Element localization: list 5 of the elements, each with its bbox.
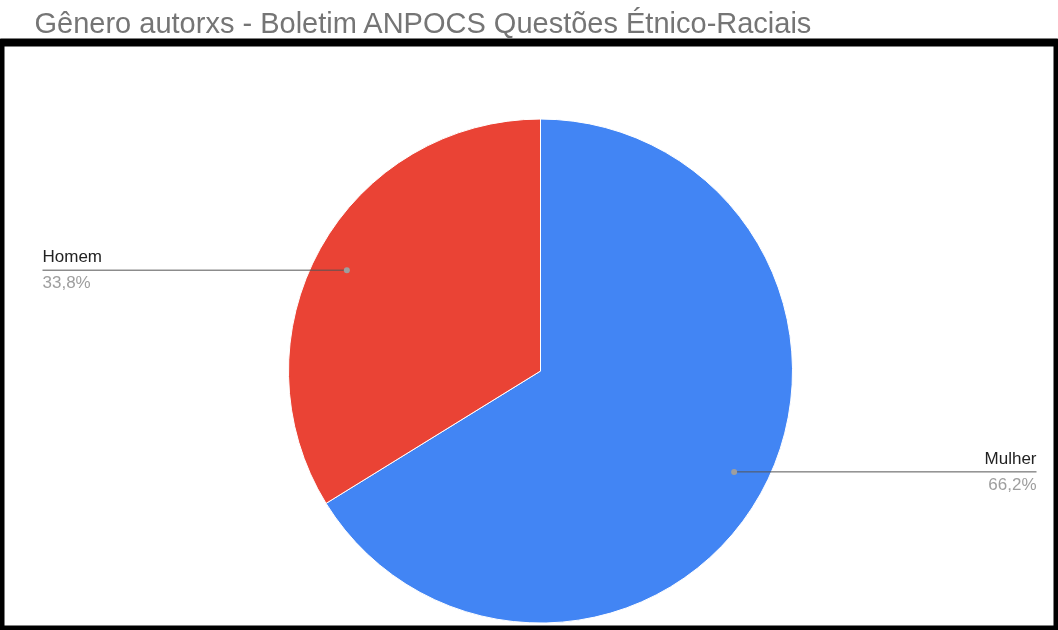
- data-label: 33,8%: [42, 272, 91, 292]
- slice-label: Homem: [42, 247, 103, 267]
- slice-label: Mulher: [984, 449, 1037, 469]
- chart-title: Gênero autorxs - Boletim ANPOCS Questões Étnico-Raciais: [34, 6, 812, 39]
- data-label: 66,2%: [988, 474, 1037, 494]
